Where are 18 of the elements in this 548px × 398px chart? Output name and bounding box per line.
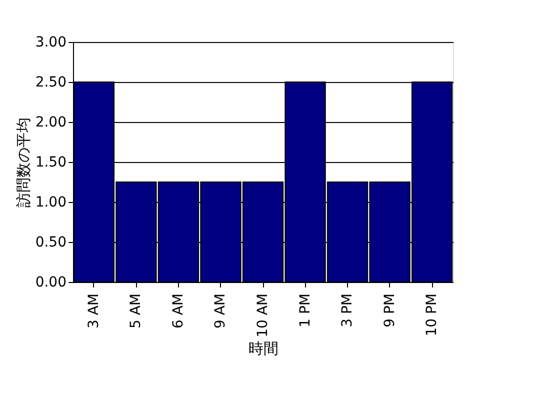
y-tick-label: 0.00: [35, 274, 66, 290]
x-tick-label: 9 AM: [212, 294, 229, 329]
x-tick-label: 6 AM: [170, 294, 186, 329]
y-axis-title: 訪問数の平均: [14, 118, 32, 208]
y-tick-label: 1.00: [35, 194, 66, 210]
y-tick-label: 2.50: [35, 74, 66, 90]
x-tick-label: 3 PM: [340, 294, 356, 328]
y-tick-label: 3.00: [35, 34, 66, 50]
x-axis-title: 時間: [248, 339, 278, 358]
x-tick-label: 10 AM: [255, 294, 271, 338]
y-tick-label: 2.00: [35, 114, 66, 130]
x-tick-label: 5 AM: [128, 294, 144, 329]
x-tick-label: 1 PM: [297, 294, 314, 328]
x-tick-label: 3 AM: [86, 294, 102, 329]
x-tick-label: 10 PM: [424, 294, 440, 336]
y-tick-label: 0.50: [35, 234, 66, 250]
y-tick-label: 1.50: [35, 154, 66, 170]
x-tick-label: 9 PM: [382, 294, 398, 328]
